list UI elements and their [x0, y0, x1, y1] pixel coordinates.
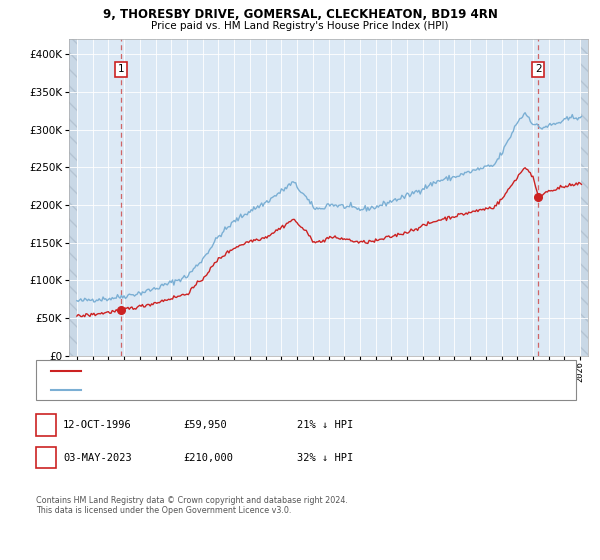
Text: 12-OCT-1996: 12-OCT-1996	[63, 420, 132, 430]
Text: 9, THORESBY DRIVE, GOMERSAL, CLECKHEATON, BD19 4RN (detached house): 9, THORESBY DRIVE, GOMERSAL, CLECKHEATON…	[87, 366, 439, 375]
Text: 1: 1	[118, 64, 124, 74]
Bar	[69, 39, 77, 356]
Text: £210,000: £210,000	[183, 452, 233, 463]
Text: 2: 2	[535, 64, 542, 74]
Text: HPI: Average price, detached house, Kirklees: HPI: Average price, detached house, Kirk…	[87, 385, 290, 394]
Text: Contains HM Land Registry data © Crown copyright and database right 2024.
This d: Contains HM Land Registry data © Crown c…	[36, 496, 348, 515]
Bar	[580, 39, 588, 356]
Text: 9, THORESBY DRIVE, GOMERSAL, CLECKHEATON, BD19 4RN: 9, THORESBY DRIVE, GOMERSAL, CLECKHEATON…	[103, 8, 497, 21]
Text: 2: 2	[43, 452, 49, 463]
Text: 03-MAY-2023: 03-MAY-2023	[63, 452, 132, 463]
Text: 1: 1	[43, 420, 49, 430]
Text: £59,950: £59,950	[183, 420, 227, 430]
Text: Price paid vs. HM Land Registry's House Price Index (HPI): Price paid vs. HM Land Registry's House …	[151, 21, 449, 31]
Text: 21% ↓ HPI: 21% ↓ HPI	[297, 420, 353, 430]
Text: 32% ↓ HPI: 32% ↓ HPI	[297, 452, 353, 463]
